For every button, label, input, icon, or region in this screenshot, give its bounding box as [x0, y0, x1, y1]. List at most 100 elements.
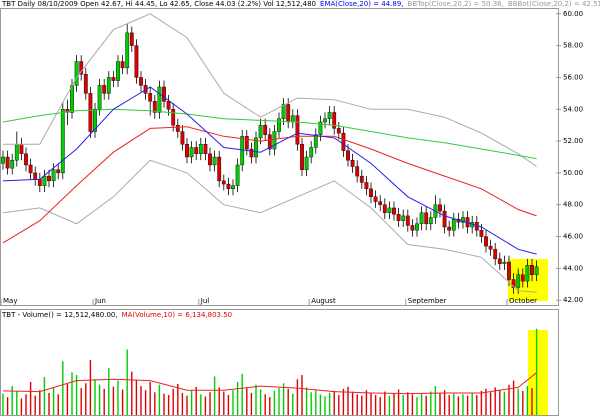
volume-bar: [448, 395, 450, 415]
volume-bar: [85, 383, 87, 415]
candle-body: [106, 77, 111, 94]
volume-bar: [443, 390, 446, 415]
candle-body: [120, 61, 125, 69]
volume-bar: [402, 395, 404, 415]
volume-bar: [25, 394, 27, 415]
x-tick-label: May: [3, 297, 17, 305]
indicator-line: [2, 86, 537, 255]
y-tick-label: 54.00: [563, 105, 583, 113]
volume-bar: [347, 386, 349, 415]
indicator-line: [2, 126, 537, 244]
volume-bar: [167, 395, 170, 415]
candle-body: [442, 210, 447, 228]
candle-body: [332, 112, 337, 129]
volume-bar: [140, 386, 142, 415]
candle-body: [364, 182, 369, 190]
x-tick-label: Jul: [200, 297, 210, 305]
volume-bar: [301, 375, 303, 415]
volume-bar: [204, 396, 207, 415]
candle-body: [152, 101, 157, 113]
candle-body: [313, 134, 318, 148]
candle-body: [461, 217, 465, 223]
y-tick-label: 46.00: [563, 233, 583, 241]
volume-bar: [416, 397, 418, 415]
volume-bar: [365, 390, 368, 415]
volume-bar: [43, 377, 46, 415]
volume-bar: [342, 388, 345, 415]
candle-body: [148, 93, 153, 102]
candle-body: [300, 144, 304, 170]
volume-bar: [89, 359, 92, 415]
candle-body: [327, 112, 332, 120]
candle-body: [272, 131, 277, 150]
candle-body: [534, 266, 539, 275]
volume-bar: [526, 386, 529, 415]
candle-body: [318, 121, 323, 135]
volume-bar: [75, 375, 78, 415]
volume-bar: [296, 379, 299, 415]
candle-body: [525, 265, 530, 282]
volume-bar: [62, 361, 64, 415]
volume-bar: [315, 390, 317, 415]
volume-header: TBT - Volume() = 12,512,480.00, MA(Volume…: [1, 311, 232, 319]
candle-body: [373, 196, 378, 202]
candle-body: [451, 218, 456, 231]
volume-bar: [489, 392, 492, 415]
volume-bar: [425, 395, 427, 415]
candle-body: [203, 144, 208, 155]
candle-body: [194, 147, 199, 155]
candle-body: [37, 179, 42, 186]
volume-bar: [503, 391, 506, 415]
candle-body: [19, 144, 24, 155]
candle-body: [493, 249, 498, 260]
volume-bar: [310, 392, 312, 415]
candle-body: [286, 104, 291, 123]
candle-body: [221, 180, 226, 185]
volume-bar: [103, 388, 105, 415]
volume-bar: [154, 392, 156, 415]
volume-bar: [439, 392, 441, 415]
volume-bar: [126, 349, 128, 415]
volume-bar: [131, 371, 133, 415]
volume-bar: [522, 390, 524, 415]
volume-bar: [531, 388, 533, 415]
candle-body: [281, 104, 286, 120]
candle-body: [231, 185, 235, 190]
candle-body: [396, 214, 401, 221]
volume-bar: [319, 394, 322, 415]
volume-bar: [269, 397, 271, 415]
candle-body: [341, 132, 346, 151]
candle-body: [157, 86, 162, 113]
volume-bar: [57, 394, 59, 415]
candle-body: [93, 109, 97, 132]
volume-bar: [11, 386, 13, 415]
volume-bar: [476, 395, 478, 415]
candle-body: [79, 61, 84, 75]
candle-body: [249, 148, 254, 158]
candle-body: [516, 274, 521, 288]
candle-body: [60, 109, 65, 174]
header-part: TBT Daily 08/10/2009 Open 42.67, Hi 44.4…: [1, 0, 316, 8]
candle-body: [447, 226, 452, 231]
volume-bar: [411, 394, 414, 415]
volume-bar: [94, 379, 96, 415]
volume-bar: [374, 395, 377, 415]
x-tick-label: September: [408, 297, 447, 305]
volume-bar: [305, 387, 308, 415]
y-tick-label: 52.00: [563, 137, 583, 145]
candle-body: [350, 159, 355, 167]
volume-bar: [462, 394, 464, 415]
volume-bar: [471, 392, 473, 415]
header-part: BBTop(Close,20,2) = 50.36,: [408, 0, 504, 8]
candle-body: [511, 279, 516, 288]
candle-body: [309, 147, 314, 158]
volume-bar: [121, 389, 124, 415]
highlight-volume: [528, 330, 548, 416]
candle-body: [212, 156, 217, 166]
volume-bar: [108, 368, 110, 415]
volume-bar: [48, 392, 50, 415]
candle-body: [254, 137, 258, 158]
volume-bar: [466, 395, 469, 415]
volume-bar: [388, 395, 391, 415]
candle-body: [488, 245, 493, 250]
